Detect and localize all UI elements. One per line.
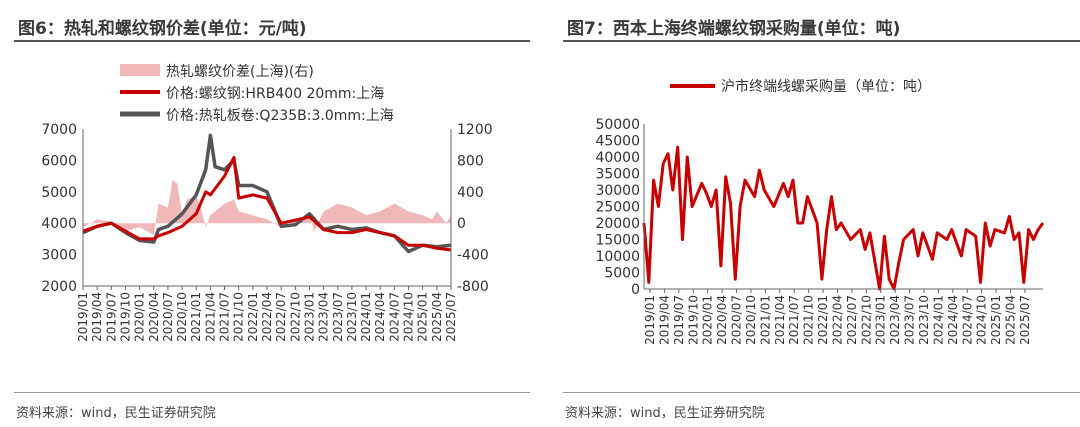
y-tick-label: 5000	[604, 266, 640, 282]
x-tick-label: 2019/04	[657, 295, 671, 345]
left-y-tick-label: 4000	[41, 216, 77, 232]
x-tick-label: 2021/10	[802, 295, 816, 345]
y-tick-label: 35000	[595, 167, 640, 183]
x-tick-label: 2025/07	[444, 292, 458, 342]
legend-swatch-spread	[120, 64, 160, 76]
x-tick-label: 2023/10	[917, 295, 931, 345]
x-tick-label: 2021/04	[773, 295, 787, 345]
x-tick-label: 2019/01	[643, 295, 657, 345]
x-tick-label: 2020/04	[147, 292, 161, 342]
right-y-tick-label: -400	[457, 248, 489, 264]
figure-6-chart: 70006000500040003000200012008004000-400-…	[41, 64, 493, 342]
right-y-tick-label: 0	[457, 216, 466, 232]
y-tick-label: 45000	[595, 134, 640, 150]
x-tick-label: 2022/07	[845, 295, 859, 345]
left-y-tick-label: 6000	[41, 153, 77, 169]
y-tick-label: 25000	[595, 200, 640, 216]
legend-label-hot-rolled: 价格:热轧板卷:Q235B:3.0mm:上海	[166, 108, 394, 124]
y-tick-label: 30000	[595, 183, 640, 199]
right-y-tick-label: 1200	[457, 122, 493, 138]
x-tick-label: 2019/10	[118, 292, 132, 342]
x-tick-label: 2025/04	[430, 292, 444, 342]
spread-area-series	[83, 180, 451, 235]
x-tick-label: 2019/07	[104, 292, 118, 342]
x-tick-label: 2023/01	[874, 295, 888, 345]
x-tick-label: 2020/10	[744, 295, 758, 345]
figure-6-panel: 图6：热轧和螺纹钢价差(单位：元/吨) 7000 6000 5000 4000 3000…	[0, 0, 530, 427]
x-tick-label: 2023/01	[302, 292, 316, 342]
x-tick-label: 2020/04	[715, 295, 729, 345]
x-tick-label: 2024/07	[960, 295, 974, 345]
y-tick-label: 20000	[595, 216, 640, 232]
y-tick-label: 40000	[595, 150, 640, 166]
figure-6-title: 图6：热轧和螺纹钢价差(单位：元/吨)	[18, 19, 307, 39]
x-tick-label: 2021/10	[232, 292, 246, 342]
x-tick-label: 2022/04	[260, 292, 274, 342]
rebar-price-line	[82, 155, 452, 252]
x-tick-label: 2019/01	[76, 292, 90, 342]
x-tick-label: 2025/01	[989, 295, 1003, 345]
x-tick-label: 2024/07	[387, 292, 401, 342]
x-tick-label: 2020/01	[133, 292, 147, 342]
x-tick-label: 2025/07	[1018, 295, 1032, 345]
x-tick-label: 2022/01	[816, 295, 830, 345]
x-tick-label: 2025/04	[1004, 295, 1018, 345]
x-tick-label: 2024/04	[373, 292, 387, 342]
x-tick-label: 2024/10	[402, 292, 416, 342]
x-tick-label: 2024/01	[931, 295, 945, 345]
right-y-tick-label: 400	[457, 185, 484, 201]
title-rule	[563, 40, 1080, 42]
left-y-tick-label: 2000	[41, 279, 77, 295]
x-tick-label: 2022/04	[830, 295, 844, 345]
x-tick-label: 2020/10	[175, 292, 189, 342]
x-tick-label: 2023/04	[888, 295, 902, 345]
x-tick-label: 2020/07	[161, 292, 175, 342]
x-tick-label: 2025/01	[416, 292, 430, 342]
legend-label-spread: 热轧螺纹价差(上海)(右)	[166, 64, 314, 80]
y-tick-label: 10000	[595, 249, 640, 265]
x-tick-label: 2019/04	[90, 292, 104, 342]
x-tick-label: 2019/07	[672, 295, 686, 345]
x-tick-label: 2021/04	[203, 292, 217, 342]
purchase-volume-line	[642, 145, 1045, 291]
left-y-tick-label: 3000	[41, 248, 77, 264]
left-y-tick-label: 7000	[41, 122, 77, 138]
x-tick-label: 2022/07	[274, 292, 288, 342]
x-tick-label: 2024/04	[946, 295, 960, 345]
x-tick-label: 2020/07	[730, 295, 744, 345]
x-tick-label: 2021/01	[189, 292, 203, 342]
x-tick-label: 2021/01	[758, 295, 772, 345]
left-y-tick-label: 5000	[41, 185, 77, 201]
x-tick-label: 2021/07	[218, 292, 232, 342]
x-tick-label: 2023/04	[317, 292, 331, 342]
figure-7-chart: 5000045000400003500030000250002000015000…	[595, 78, 1045, 345]
figure-6-source: 资料来源：wind，民生证券研究院	[16, 406, 216, 421]
right-y-tick-label: 800	[457, 153, 484, 169]
figure-7-panel: 图7：西本上海终端螺纹钢采购量(单位：吨) 50000 45000 40000 350…	[553, 0, 1080, 427]
hot-rolled-price-line	[82, 133, 452, 254]
title-rule	[14, 40, 530, 42]
x-tick-label: 2024/01	[359, 292, 373, 342]
source-rule	[563, 392, 1080, 393]
y-tick-label: 0	[631, 282, 640, 298]
x-tick-label: 2022/10	[859, 295, 873, 345]
x-tick-label: 2023/10	[345, 292, 359, 342]
x-tick-label: 2023/07	[331, 292, 345, 342]
figure-7-title: 图7：西本上海终端螺纹钢采购量(单位：吨)	[567, 19, 901, 39]
x-tick-label: 2022/01	[246, 292, 260, 342]
legend-label-purchase: 沪市终端线螺采购量（单位：吨）	[721, 78, 931, 95]
x-tick-label: 2023/07	[903, 295, 917, 345]
right-y-tick-label: -800	[457, 279, 489, 295]
source-rule	[14, 392, 530, 393]
figure-7-source: 资料来源：wind，民生证券研究院	[565, 406, 765, 421]
x-tick-label: 2019/10	[686, 295, 700, 345]
x-tick-label: 2022/10	[288, 292, 302, 342]
y-tick-label: 50000	[595, 117, 640, 133]
x-tick-label: 2020/01	[701, 295, 715, 345]
x-tick-label: 2021/07	[787, 295, 801, 345]
y-tick-label: 15000	[595, 233, 640, 249]
x-tick-label: 2024/10	[975, 295, 989, 345]
legend-label-rebar: 价格:螺纹钢:HRB400 20mm:上海	[166, 86, 384, 102]
